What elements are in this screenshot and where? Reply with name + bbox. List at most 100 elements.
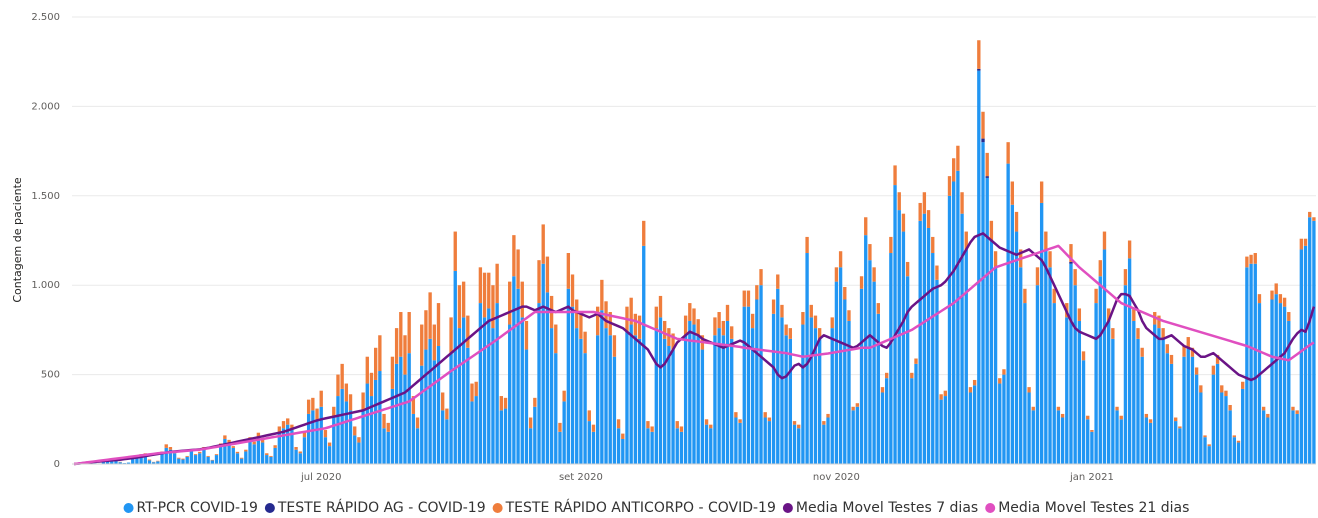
- bar: [1274, 283, 1278, 295]
- bar: [168, 449, 173, 464]
- bar: [889, 236, 893, 254]
- bar: [893, 165, 897, 186]
- bar: [315, 408, 319, 420]
- bar: [809, 317, 813, 464]
- bar: [884, 378, 889, 464]
- bar: [654, 306, 658, 329]
- bar: [495, 263, 499, 304]
- bar: [675, 428, 679, 464]
- bar: [348, 410, 353, 464]
- bar: [357, 437, 361, 443]
- bar: [185, 455, 189, 457]
- bar: [424, 310, 428, 350]
- bar: [977, 70, 981, 464]
- bar: [1039, 202, 1044, 464]
- bar: [336, 374, 340, 397]
- bar: [629, 297, 633, 325]
- bar: [365, 356, 369, 384]
- bar: [403, 374, 407, 464]
- bar: [926, 227, 931, 464]
- bar: [939, 399, 943, 464]
- bar: [1282, 297, 1287, 307]
- bar: [1094, 303, 1098, 464]
- bar: [838, 267, 843, 464]
- bar: [759, 285, 763, 464]
- bar: [1194, 374, 1199, 464]
- bar: [905, 276, 910, 464]
- bar: [549, 328, 554, 464]
- bar: [394, 363, 399, 464]
- bar: [1215, 363, 1220, 464]
- bar: [1086, 419, 1090, 464]
- bar: [847, 310, 851, 321]
- bar: [1253, 263, 1257, 464]
- bar: [759, 269, 763, 286]
- bars: [76, 40, 1316, 465]
- bar: [734, 417, 738, 464]
- bar: [353, 435, 357, 464]
- bar: [499, 410, 504, 464]
- bar: [227, 442, 231, 464]
- bar: [897, 192, 901, 211]
- bar: [591, 431, 596, 464]
- bar: [311, 397, 315, 411]
- bar: [813, 315, 818, 329]
- bar: [365, 383, 369, 464]
- bar: [1048, 251, 1052, 268]
- bar: [1006, 163, 1010, 464]
- bar: [1211, 374, 1216, 464]
- bar: [771, 299, 776, 314]
- bar: [876, 303, 880, 314]
- bar: [290, 424, 294, 431]
- bar: [466, 315, 470, 348]
- bar: [1002, 374, 1006, 464]
- y-tick-label: 2.500: [31, 12, 60, 23]
- bar: [1241, 381, 1245, 389]
- bar: [817, 338, 822, 464]
- bar: [784, 324, 788, 336]
- bar: [713, 335, 717, 464]
- bar: [1127, 240, 1132, 259]
- bar: [683, 335, 688, 464]
- bar: [985, 152, 989, 177]
- bar: [344, 383, 349, 402]
- bar: [968, 392, 973, 464]
- bar: [1194, 367, 1199, 375]
- bar: [248, 440, 252, 464]
- bar: [977, 40, 981, 69]
- bar: [537, 303, 541, 464]
- bar: [1106, 320, 1111, 464]
- bar: [357, 442, 361, 464]
- bar: [583, 331, 587, 354]
- bar: [390, 388, 395, 464]
- bar: [989, 240, 994, 464]
- bar: [1278, 294, 1283, 304]
- bar: [1182, 356, 1186, 464]
- bar: [1115, 410, 1119, 464]
- bar: [302, 431, 307, 438]
- bar: [214, 455, 219, 464]
- bar: [340, 363, 344, 389]
- bar: [369, 396, 374, 464]
- bar: [1157, 315, 1161, 329]
- bar: [1278, 303, 1283, 464]
- bar: [1169, 363, 1174, 464]
- bar: [1111, 328, 1115, 339]
- bar: [394, 328, 399, 364]
- bar: [491, 328, 495, 464]
- bar: [332, 406, 336, 418]
- bar: [508, 281, 512, 325]
- bar: [1060, 413, 1065, 418]
- bar: [156, 460, 160, 462]
- bar: [629, 324, 633, 464]
- bar: [604, 328, 608, 464]
- bar: [470, 383, 474, 402]
- bar: [776, 288, 780, 464]
- bar: [223, 435, 227, 439]
- bar: [1132, 308, 1136, 321]
- bar: [671, 333, 675, 350]
- bar: [621, 438, 625, 464]
- bar: [286, 418, 290, 425]
- bar: [562, 401, 566, 464]
- bar: [478, 303, 483, 464]
